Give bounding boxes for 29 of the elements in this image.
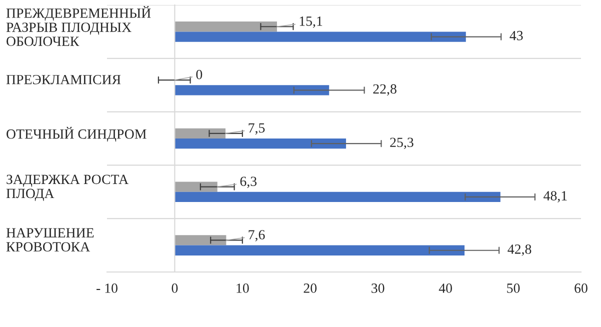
- data-label: 48,1: [544, 191, 567, 202]
- data-label: 7,6: [248, 230, 265, 242]
- bar: [174, 85, 330, 96]
- x-tick-label: 30: [372, 284, 384, 293]
- y-tick-label: ПРЕЭКЛАМПСИЯ: [6, 74, 121, 84]
- bar: [174, 32, 466, 42]
- data-label: 15,1: [300, 16, 322, 28]
- x-tick-label: 40: [438, 284, 452, 293]
- data-label: 25,3: [390, 138, 414, 150]
- x-tick-label: 50: [507, 284, 520, 293]
- y-tick-label: ЗАДЕРЖКА РОСТА ПЛОДА: [6, 174, 128, 201]
- data-label: 42,8: [508, 244, 532, 256]
- y-tick-label: ОТЕЧНЫЙ СИНДРОМ: [6, 126, 146, 142]
- y-tick-label: ПРЕЖДЕВРЕМЕННЫЙ РАЗРЫВ ПЛОДНЫХ ОБОЛОЧЕК: [6, 6, 151, 46]
- x-tick-label: 20: [304, 284, 317, 293]
- data-label: 0: [196, 70, 202, 80]
- bar: [174, 192, 500, 202]
- x-tick-label: - 10: [96, 284, 118, 293]
- x-tick-label: 0: [172, 284, 178, 293]
- data-label: 7,5: [248, 123, 265, 135]
- data-label: 6,3: [240, 176, 257, 188]
- x-tick-label: 10: [236, 284, 249, 293]
- x-tick-label: 60: [574, 284, 588, 293]
- data-label: 43: [510, 30, 523, 40]
- bar: [174, 235, 226, 246]
- y-tick-label: НАРУШЕНИЕ КРОВОТОКА: [6, 228, 94, 252]
- data-label: 22,8: [373, 84, 396, 96]
- bar: [174, 245, 465, 256]
- bar: [174, 138, 346, 149]
